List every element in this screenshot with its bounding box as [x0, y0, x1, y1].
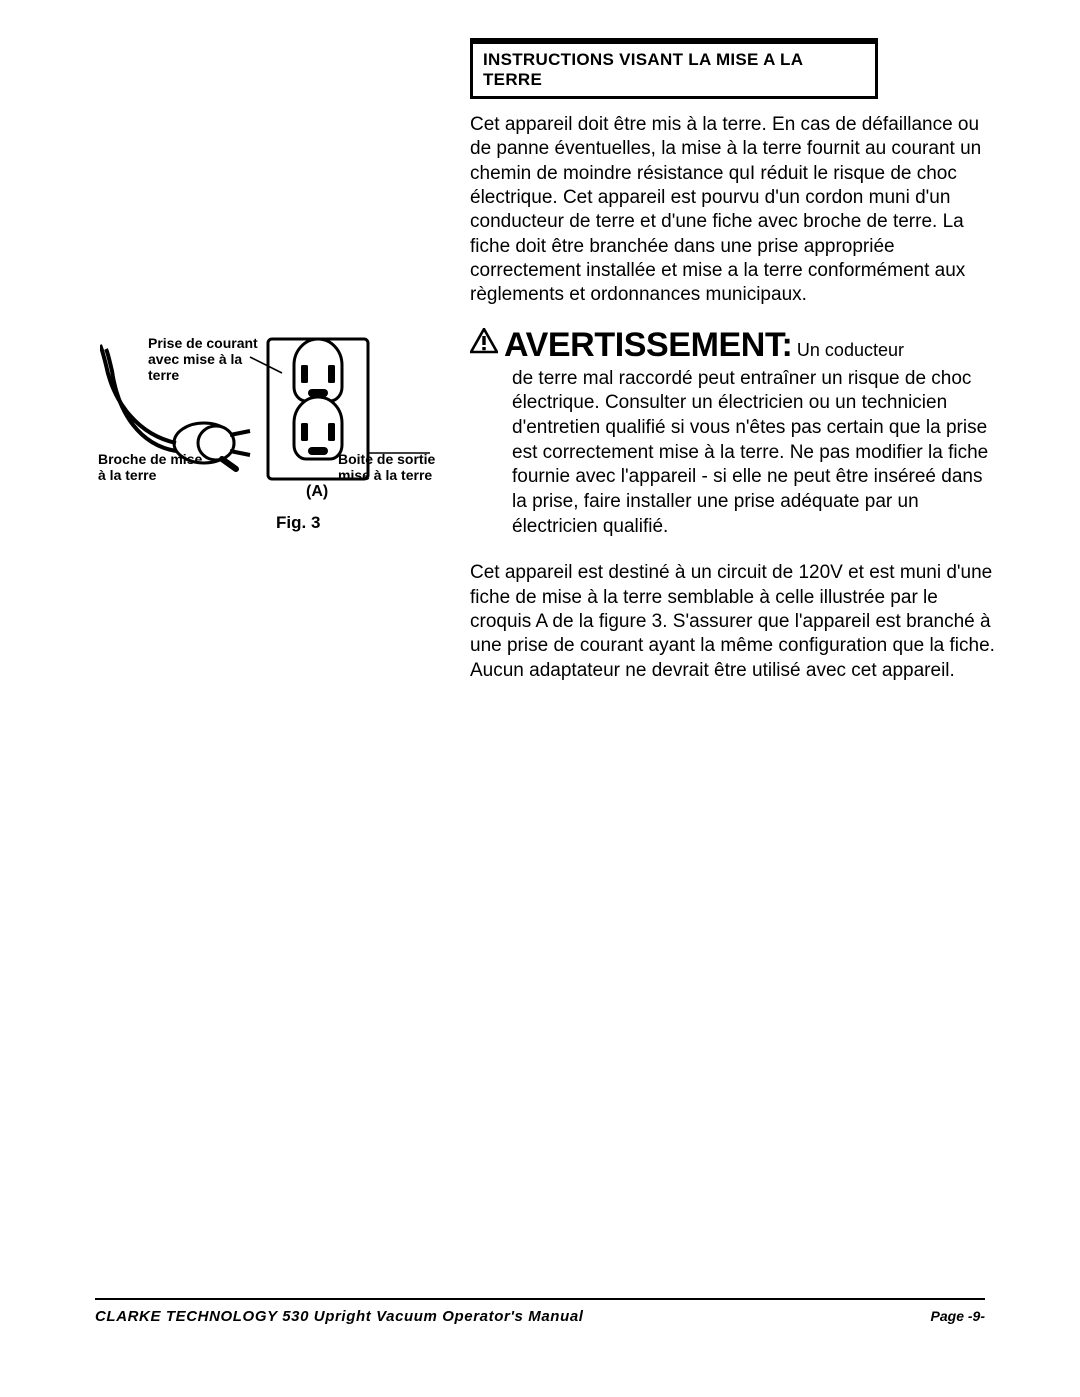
content-column: INSTRUCTIONS VISANT LA MISE A LA TERRE C…: [470, 38, 1002, 683]
footer-right: Page -9-: [931, 1308, 985, 1324]
section-title: INSTRUCTIONS VISANT LA MISE A LA TERRE: [483, 50, 865, 90]
warning-block: AVERTISSEMENT: Un coducteur de terre mal…: [470, 326, 1002, 540]
warning-heading: AVERTISSEMENT:: [504, 326, 792, 364]
figure-a-label: (A): [306, 483, 328, 501]
warning-triangle-icon: [470, 328, 498, 359]
figure-caption: Fig. 3: [276, 513, 320, 533]
figure-3: Prise de courant avec mise à la terre Br…: [100, 335, 460, 545]
footer-rule: [95, 1298, 985, 1300]
label-outlet-top: Prise de courant avec mise à la terre: [148, 335, 256, 383]
footer-left: CLARKE TECHNOLOGY 530 Upright Vacuum Ope…: [95, 1308, 584, 1325]
paragraph-1: Cet appareil doit être mis à la terre. E…: [470, 113, 1002, 308]
warning-inline-tail: Un coducteur: [797, 340, 904, 360]
warning-body: de terre mal raccordé peut entraîner un …: [512, 367, 1000, 540]
warning-head-line: AVERTISSEMENT: Un coducteur: [470, 326, 1002, 365]
paragraph-2: Cet appareil est destiné à un circuit de…: [470, 561, 1002, 683]
label-plug-pin: Broche de mise à la terre: [98, 451, 206, 483]
label-outlet-box: Boite de sortie mise à la terre: [338, 451, 468, 483]
section-title-box: INSTRUCTIONS VISANT LA MISE A LA TERRE: [470, 38, 878, 99]
page: Prise de courant avec mise à la terre Br…: [0, 0, 1080, 1397]
